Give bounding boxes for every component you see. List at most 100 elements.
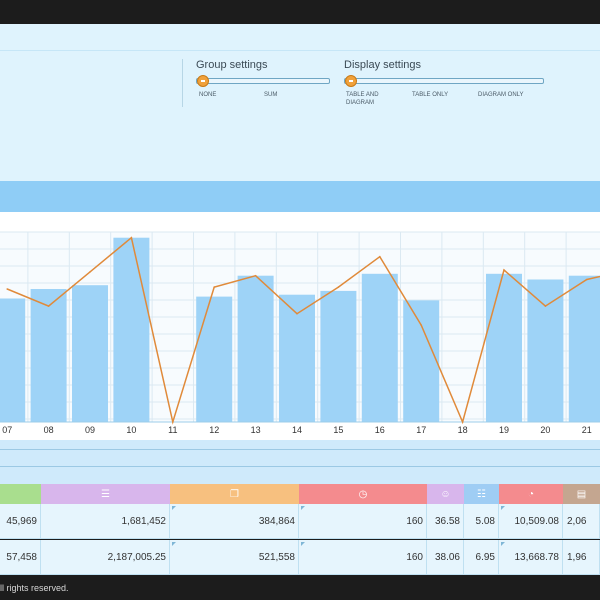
display-option-diagram-only[interactable]: DIAGRAM ONLY: [478, 92, 524, 98]
bar-12: [196, 296, 233, 422]
cell-corner-marker: [172, 542, 176, 546]
line-point-20: [544, 305, 547, 307]
table-header-cell[interactable]: ◔: [499, 484, 563, 504]
table-row: 45,969 1,681,452 384,864 160 36.58 5.08 10,509…: [0, 504, 600, 539]
table-header-cell[interactable]: ☷: [464, 484, 499, 504]
bar-08: [30, 289, 67, 422]
stack-icon: ☰: [101, 488, 110, 500]
divider: [0, 449, 600, 450]
table-cell: 2,06: [563, 504, 600, 538]
header-strip: [0, 24, 600, 51]
line-point-18: [461, 421, 464, 423]
line-point-13: [254, 274, 257, 277]
bar-10: [113, 237, 150, 422]
table-cell: 160: [299, 540, 427, 574]
divider: [0, 466, 600, 467]
copy-icon: ❐: [230, 488, 239, 500]
x-tick-label: 17: [416, 425, 426, 435]
table-cell: 38.06: [427, 540, 464, 574]
x-tick-label: 12: [209, 425, 219, 435]
table-cell: 57,458: [0, 540, 41, 574]
x-tick-label: 20: [540, 425, 550, 435]
table-row: 57,458 2,187,005.25 521,558 160 38.06 6.95 13,…: [0, 540, 600, 575]
user-icon: ☺: [440, 488, 451, 500]
table-cell: 5.08: [464, 504, 499, 538]
table-cell: 384,864: [170, 504, 299, 538]
table-cell: 13,668.78: [499, 540, 563, 574]
cell-corner-marker: [501, 506, 505, 510]
users-icon: ☷: [477, 488, 486, 500]
table-header-cell[interactable]: ☺: [427, 484, 464, 504]
chart-container: 07080910111213141516171819202122: [0, 212, 600, 440]
chart-footer-band: [0, 440, 600, 484]
settings-panel: Group settings NONE SUM Display settings…: [0, 51, 600, 181]
bar-19: [486, 273, 522, 422]
line-point-17: [420, 324, 423, 326]
bar-15: [320, 290, 357, 422]
divider: [182, 59, 183, 107]
group-option-sum[interactable]: SUM: [264, 92, 278, 98]
timer-icon: ◔: [527, 488, 535, 500]
footer: ll rights reserved.: [0, 576, 600, 600]
display-settings-slider[interactable]: [344, 78, 544, 84]
x-tick-label: 14: [292, 425, 302, 435]
x-tick-label: 15: [333, 425, 343, 435]
display-settings-knob[interactable]: [345, 75, 357, 87]
group-settings-knob[interactable]: [197, 75, 209, 87]
x-tick-label: 07: [2, 425, 12, 435]
line-point-14: [296, 312, 298, 315]
line-point-16: [379, 255, 381, 258]
bar-14: [279, 294, 315, 422]
bar-17: [403, 300, 440, 422]
clock-icon: ◷: [358, 488, 368, 500]
display-settings-title: Display settings: [344, 59, 422, 71]
cell-corner-marker: [501, 542, 505, 546]
table-cell: 10,509.08: [499, 504, 563, 538]
table-header-cell[interactable]: ▤: [563, 484, 600, 504]
x-tick-label: 18: [458, 425, 468, 435]
table-cell: 6.95: [464, 540, 499, 574]
line-point-08: [47, 305, 50, 307]
bar-21: [568, 275, 600, 422]
line-series: [6, 236, 600, 425]
x-tick-label: 13: [251, 425, 261, 435]
table-cell: 1,96: [563, 540, 600, 574]
x-tick-label: 09: [85, 425, 95, 435]
display-option-table-and-diagram[interactable]: TABLE AND DIAGRAM: [346, 92, 379, 106]
line-point-15: [337, 286, 340, 288]
bar-16: [361, 273, 398, 422]
x-tick-label: 19: [499, 425, 509, 435]
line-point-10: [130, 236, 133, 239]
x-tick-label: 16: [375, 425, 385, 435]
table-header-cell[interactable]: ☰: [41, 484, 170, 504]
group-settings-slider[interactable]: [196, 78, 330, 84]
id-card-icon: ▤: [576, 488, 587, 500]
table-cell: 160: [299, 504, 427, 538]
table-header: ☰ ❐ ◷ ☺ ☷ ◔ ▤: [0, 484, 600, 504]
table-header-cell[interactable]: [0, 484, 41, 504]
top-bar: [0, 0, 600, 24]
x-tick-label: 11: [168, 425, 177, 435]
x-tick-label: 21: [582, 425, 592, 435]
group-option-none[interactable]: NONE: [199, 92, 217, 98]
x-tick-label: 08: [44, 425, 54, 435]
line-point-12: [213, 286, 215, 288]
cell-corner-marker: [172, 506, 176, 510]
bar-09: [72, 285, 108, 422]
table-header-cell[interactable]: ◷: [299, 484, 427, 504]
table-cell: 1,681,452: [41, 504, 170, 538]
line-point-21: [586, 278, 588, 281]
cell-corner-marker: [301, 506, 305, 510]
cell-corner-marker: [301, 542, 305, 546]
table-header-cell[interactable]: ❐: [170, 484, 299, 504]
table-cell: 45,969: [0, 504, 41, 538]
bar-07: [0, 298, 26, 422]
chart-header-band: [0, 181, 600, 212]
table-cell: 36.58: [427, 504, 464, 538]
line-point-19: [503, 269, 505, 271]
table-cell: 2,187,005.25: [41, 540, 170, 574]
display-option-table-only[interactable]: TABLE ONLY: [412, 92, 449, 98]
line-point-07: [6, 288, 8, 290]
line-point-09: [89, 271, 91, 273]
group-settings-title: Group settings: [196, 59, 268, 71]
